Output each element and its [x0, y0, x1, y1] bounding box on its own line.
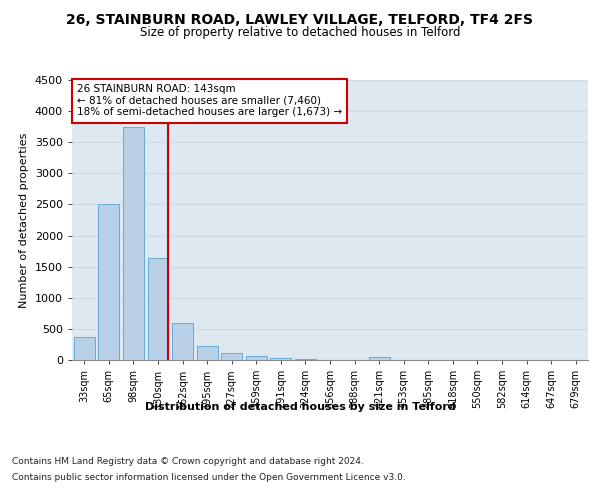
Bar — [197, 346, 218, 360]
Text: Distribution of detached houses by size in Telford: Distribution of detached houses by size … — [145, 402, 455, 412]
Bar — [74, 336, 95, 360]
Bar — [271, 358, 292, 360]
Text: Contains public sector information licensed under the Open Government Licence v3: Contains public sector information licen… — [12, 472, 406, 482]
Text: 26 STAINBURN ROAD: 143sqm
← 81% of detached houses are smaller (7,460)
18% of se: 26 STAINBURN ROAD: 143sqm ← 81% of detac… — [77, 84, 342, 117]
Bar — [148, 258, 169, 360]
Bar — [246, 356, 267, 360]
Text: Size of property relative to detached houses in Telford: Size of property relative to detached ho… — [140, 26, 460, 39]
Bar — [221, 353, 242, 360]
Bar — [295, 359, 316, 360]
Bar — [98, 204, 119, 360]
Y-axis label: Number of detached properties: Number of detached properties — [19, 132, 29, 308]
Bar — [368, 357, 389, 360]
Bar — [123, 126, 144, 360]
Text: Contains HM Land Registry data © Crown copyright and database right 2024.: Contains HM Land Registry data © Crown c… — [12, 458, 364, 466]
Bar — [172, 322, 193, 360]
Text: 26, STAINBURN ROAD, LAWLEY VILLAGE, TELFORD, TF4 2FS: 26, STAINBURN ROAD, LAWLEY VILLAGE, TELF… — [67, 12, 533, 26]
